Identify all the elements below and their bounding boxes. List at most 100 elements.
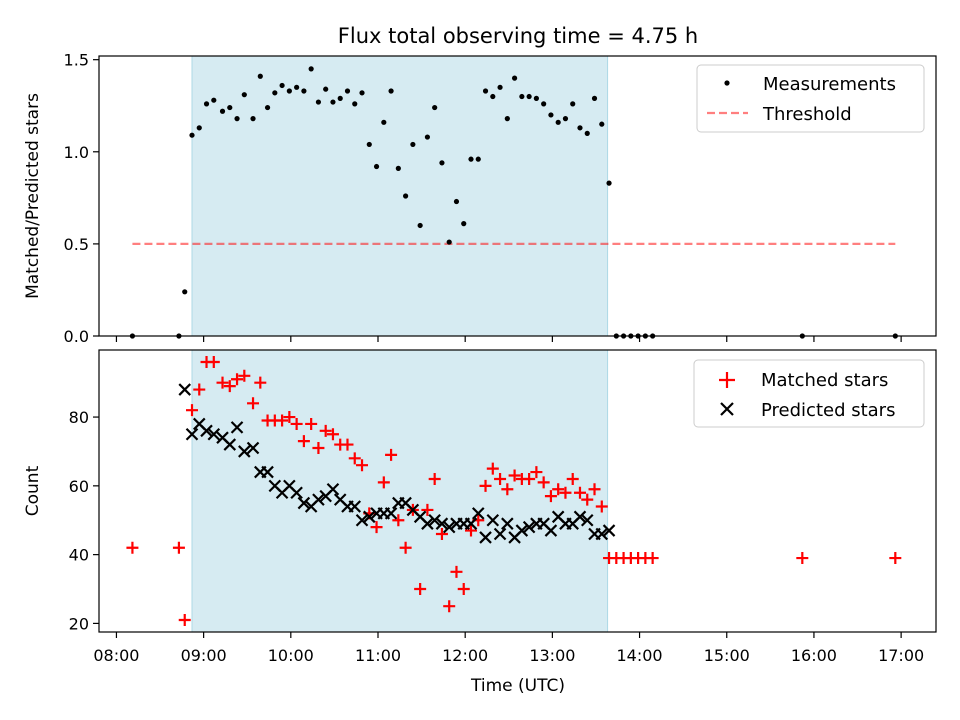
predicted-star-point	[544, 524, 558, 537]
matched-star-point	[428, 472, 441, 485]
matched-star-point	[573, 486, 586, 499]
measurement-point	[219, 108, 226, 114]
matched-star-point	[796, 552, 809, 565]
measurement-point	[344, 88, 351, 94]
measurement-point	[446, 239, 452, 245]
predicted-star-point	[421, 517, 434, 530]
matched-star-point	[312, 442, 325, 455]
matched-star-point	[889, 552, 902, 565]
predicted-star-point	[522, 520, 536, 534]
matched-star-point	[305, 417, 318, 430]
measurement-point	[234, 116, 240, 122]
matched-star-point	[465, 524, 477, 537]
matched-star-point	[348, 452, 361, 465]
matched-star-point	[435, 527, 448, 540]
matched-star-point	[552, 483, 565, 496]
x-tick-label: 10:00	[268, 646, 314, 665]
predicted-star-point	[486, 513, 500, 527]
legend-threshold-label: Threshold	[762, 104, 852, 125]
measurement-point	[264, 104, 271, 111]
matched-star-point	[494, 472, 507, 485]
matched-star-point	[392, 514, 405, 527]
top-legend-box	[696, 64, 925, 133]
measurement-point	[381, 119, 387, 125]
measurement-point	[294, 84, 300, 90]
legend-predicted-label: Predicted stars	[761, 400, 895, 421]
predicted-star-point	[312, 493, 325, 506]
y-tick-label: 40	[69, 546, 89, 565]
predicted-star-point	[515, 524, 529, 537]
matched-star-point	[172, 541, 185, 554]
x-axis-label: Time (UTC)	[470, 676, 565, 696]
matched-star-point	[319, 424, 332, 437]
bottom-legend-box	[693, 359, 925, 428]
matched-star-point	[238, 369, 251, 382]
predicted-star-point	[580, 513, 594, 527]
measurement-point	[570, 101, 576, 107]
measurement-point	[555, 119, 561, 125]
matched-star-point	[537, 476, 550, 489]
measurement-point	[227, 104, 233, 111]
predicted-star-point	[428, 513, 441, 527]
measurement-point	[250, 116, 256, 122]
predicted-star-point	[297, 496, 311, 510]
x-tick-label: 17:00	[878, 646, 924, 665]
measurement-point	[526, 93, 532, 100]
top-panel-axes: 0.0 0.5 1.0 1.5	[64, 51, 902, 346]
y-tick-label: 60	[69, 477, 89, 496]
measurement-point	[591, 95, 598, 101]
measurement-point	[599, 121, 605, 127]
y-tick-label: 80	[69, 408, 89, 427]
matched-star-point	[207, 356, 220, 369]
measurement-point	[308, 66, 314, 72]
legend-measurements-marker	[724, 80, 730, 86]
measurement-point	[373, 163, 380, 170]
bottom-panel-ylabel: Count	[23, 465, 43, 516]
predicted-star-point	[479, 531, 492, 544]
measurement-point	[424, 134, 431, 140]
x-tick-label: 13:00	[529, 646, 575, 665]
x-tick-label: 09:00	[181, 646, 227, 665]
measurement-point	[606, 180, 612, 186]
predicted-star-point	[493, 527, 507, 541]
measurement-point	[323, 86, 329, 92]
bottom-panel-axes: 20 40 60 80 08:00 09:00 10:00 11:00 12:00 13:00 14…	[69, 408, 925, 665]
predicted-star-point	[326, 483, 340, 496]
bottom-panel-legend: Matched stars Predicted stars	[693, 359, 925, 428]
predicted-star-point	[384, 507, 398, 520]
predicted-star-point	[178, 383, 192, 396]
measurement-point	[453, 198, 460, 205]
measurement-point	[189, 132, 195, 138]
matched-star-points	[126, 356, 902, 626]
matched-star-point	[216, 376, 229, 389]
predicted-star-point	[200, 424, 213, 438]
bottom-panel-frame	[98, 349, 937, 633]
matched-star-point	[186, 404, 198, 417]
measurement-point	[286, 88, 292, 94]
legend-matched-label: Matched stars	[761, 370, 888, 391]
matched-star-point	[595, 500, 608, 513]
y-tick-label: 20	[69, 614, 89, 633]
figure-title: Flux total observing time = 4.75 h	[338, 24, 698, 48]
legend-predicted-marker	[720, 402, 734, 416]
predicted-star-point	[290, 486, 303, 499]
measurement-point	[461, 221, 467, 227]
matched-star-point	[297, 435, 310, 448]
measurement-point	[388, 88, 394, 94]
measurement-point	[475, 156, 481, 162]
measurement-point	[395, 165, 401, 171]
matched-star-point	[443, 600, 456, 613]
matched-star-point	[247, 397, 260, 410]
measurement-point	[533, 95, 539, 101]
matched-star-point	[414, 583, 427, 596]
predicted-star-point	[471, 507, 485, 520]
measurement-point	[196, 125, 202, 131]
y-tick-label: 1.0	[64, 143, 89, 162]
matched-star-point	[559, 486, 572, 499]
measurement-point	[366, 141, 372, 148]
measurement-point	[511, 75, 518, 81]
measurement-point	[577, 125, 583, 131]
measurement-point	[432, 104, 438, 111]
measurement-point	[241, 92, 247, 98]
